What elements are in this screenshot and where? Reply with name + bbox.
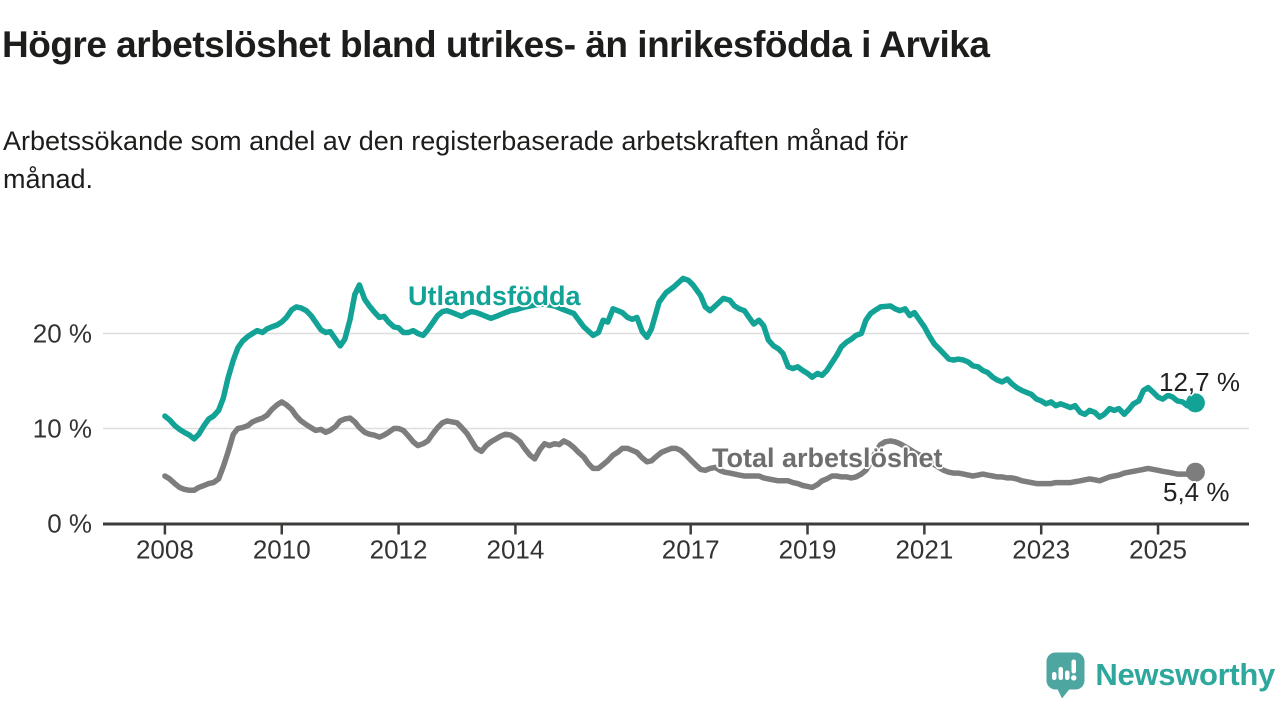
svg-text:2019: 2019 <box>779 535 837 565</box>
svg-text:2021: 2021 <box>895 535 953 565</box>
svg-text:2012: 2012 <box>370 535 428 565</box>
newsworthy-bubble-icon <box>1046 652 1085 699</box>
svg-text:2017: 2017 <box>662 535 720 565</box>
subtitle-line-1: Arbetssökande som andel av den registerb… <box>3 126 909 156</box>
svg-text:2008: 2008 <box>136 535 194 565</box>
page-title: Högre arbetslöshet bland utrikes- än inr… <box>2 24 990 65</box>
end-value-label-utlandsfodda: 12,7 % <box>1159 367 1240 397</box>
series-label-utlandsfodda: Utlandsfödda <box>408 281 581 311</box>
svg-text:2025: 2025 <box>1129 535 1187 565</box>
svg-text:2010: 2010 <box>253 535 311 565</box>
svg-text:2023: 2023 <box>1012 535 1070 565</box>
subtitle-line-2: månad. <box>3 164 94 194</box>
svg-text:0 %: 0 % <box>47 509 92 539</box>
svg-text:10 %: 10 % <box>33 414 92 444</box>
newsworthy-logo: Newsworthy <box>1045 651 1275 699</box>
series-label-total-arbetsloshet: Total arbetslöshet <box>712 443 943 473</box>
svg-text:2014: 2014 <box>486 535 544 565</box>
svg-text:20 %: 20 % <box>33 319 92 349</box>
page-subtitle: Arbetssökande som andel av den registerb… <box>3 122 1223 198</box>
end-value-label-total: 5,4 % <box>1163 477 1230 507</box>
brand-name: Newsworthy <box>1095 657 1275 692</box>
